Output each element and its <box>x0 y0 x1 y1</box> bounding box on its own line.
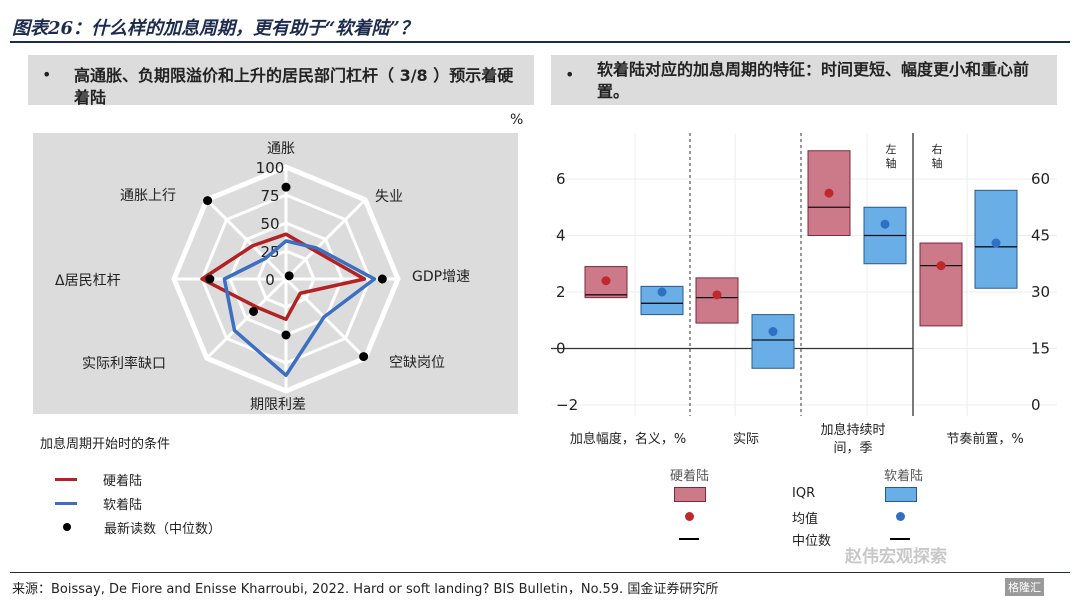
box-left-tick: 2 <box>556 283 566 301</box>
box-category-label: 加息持续时间，季 <box>820 423 886 456</box>
radar-r-tick: 50 <box>260 215 279 233</box>
box-left-tick: 4 <box>556 227 566 245</box>
box-axis-note-left: 轴 <box>886 156 897 170</box>
box-chart-panel: 6 4 2 0 −2 60 45 30 15 0 左轴右轴 <box>551 133 1057 416</box>
box-hard-iqr <box>695 277 739 324</box>
legend-hard-swatch <box>55 477 77 481</box>
right-header-text: 软着陆对应的加息周期的特征：时间更短、幅度更小和重心前置。 <box>597 60 1030 101</box>
legend-hard-label: 硬着陆 <box>103 473 143 489</box>
legend-hard-mean-dot <box>685 512 694 521</box>
right-header-bullet: • <box>565 65 575 84</box>
legend-latest-label: 最新读数（中位数） <box>104 521 222 537</box>
left-header-text: 高通胀、负期限溢价和上升的居民部门杠杆（ 3/8 ）预示着硬着陆 <box>74 66 514 107</box>
box-hard-mean <box>824 188 834 198</box>
box-category-labels: 加息幅度，名义，% 实际 加息持续时间，季 节奏前置，% <box>551 420 1057 464</box>
radar-latest-point <box>203 196 213 206</box>
radar-latest-point <box>249 306 259 316</box>
radar-latest-point <box>359 352 369 362</box>
box-right-tick: 60 <box>1031 170 1050 188</box>
radar-latest-point <box>281 330 291 340</box>
legend-soft-swatch <box>55 501 77 505</box>
legend-soft-median-line <box>890 538 910 540</box>
radar-latest-point <box>284 271 294 281</box>
left-panel-header: • 高通胀、负期限溢价和上升的居民部门杠杆（ 3/8 ）预示着硬着陆 <box>28 55 534 107</box>
box-soft-mean <box>880 219 890 229</box>
box-category-label: 节奏前置，% <box>946 432 1024 447</box>
radar-axis-label: 通胀 <box>267 141 295 157</box>
box-hard-mean <box>601 276 611 286</box>
box-soft-mean <box>768 327 778 337</box>
legend-hard-median-line <box>679 538 699 540</box>
radar-latest-point <box>377 274 387 284</box>
radar-spoke <box>284 198 367 281</box>
legend-latest-dot <box>63 523 71 531</box>
legend-soft-mean-dot <box>896 512 905 521</box>
legend-hard-landing-label: 硬着陆 <box>670 469 710 484</box>
source-rule <box>10 572 1070 573</box>
box-category-label: 实际 <box>732 432 759 447</box>
radar-latest-point <box>205 274 215 284</box>
box-soft-mean <box>991 238 1001 248</box>
box-hard-mean <box>712 290 722 300</box>
box-chart-legend: 硬着陆 软着陆 IQR 均值 中位数 <box>640 465 940 550</box>
radar-r-tick: 75 <box>260 187 279 205</box>
legend-soft-iqr-swatch <box>885 487 917 502</box>
source-note: 来源：Boissay, De Fiore and Enisse Kharroub… <box>12 582 719 597</box>
box-hard-mean <box>936 261 946 271</box>
radar-axis-label: 实际利率缺口 <box>82 356 166 372</box>
legend-mean-label: 均值 <box>792 512 819 527</box>
watermark: 赵伟宏观探索 <box>845 547 947 567</box>
legend-soft-landing-label: 软着陆 <box>884 469 924 484</box>
left-header-bullet: • <box>42 65 52 84</box>
box-soft-mean <box>657 287 667 297</box>
box-soft-iqr <box>751 314 795 369</box>
box-right-tick: 0 <box>1031 396 1041 414</box>
legend-soft-label: 软着陆 <box>103 497 143 513</box>
radar-axis-label: 期限利差 <box>250 397 306 413</box>
legend-hard-iqr-swatch <box>674 487 706 502</box>
radar-spoke <box>205 198 288 281</box>
legend-median-label: 中位数 <box>792 534 832 549</box>
left-unit-label: % <box>510 112 524 128</box>
title-rule <box>10 41 1070 43</box>
radar-latest-point <box>281 182 291 192</box>
radar-spoke <box>205 277 288 360</box>
box-left-tick: −2 <box>556 396 578 414</box>
legend-latest: 最新读数（中位数） <box>55 517 221 537</box>
figure-title: 图表26：什么样的加息周期，更有助于“软着陆”？ <box>12 18 418 39</box>
box-left-tick: 0 <box>556 340 566 358</box>
radar-axis-label: 通胀上行 <box>120 188 176 204</box>
radar-axis-label: Δ居民杠杆 <box>55 273 121 289</box>
legend-soft: 软着陆 <box>55 493 142 513</box>
left-legend-title: 加息周期开始时的条件 <box>40 437 171 452</box>
box-axis-note-left: 左 <box>886 143 897 156</box>
radar-series-hard <box>200 232 367 322</box>
radar-r-tick: 100 <box>256 159 285 177</box>
radar-axis-label: 空缺岗位 <box>389 355 445 371</box>
radar-axis-label: GDP增速 <box>412 269 471 285</box>
radar-r-tick: 0 <box>265 271 275 289</box>
radar-axis-label: 失业 <box>375 189 403 205</box>
right-panel-header: • 软着陆对应的加息周期的特征：时间更短、幅度更小和重心前置。 <box>551 55 1057 105</box>
box-right-tick: 15 <box>1031 340 1050 358</box>
radar-chart-panel: 0 25 50 75 100 <box>33 133 518 414</box>
watermark-logo: 格隆汇 <box>1005 578 1044 596</box>
box-left-tick: 6 <box>556 170 566 188</box>
legend-iqr-label: IQR <box>792 486 816 501</box>
box-hard-iqr <box>919 242 963 327</box>
radar-series-soft <box>222 239 377 378</box>
box-axis-note-right: 轴 <box>932 156 943 170</box>
box-right-tick: 45 <box>1031 227 1050 245</box>
legend-hard: 硬着陆 <box>55 469 142 489</box>
box-axis-note-right: 右 <box>932 142 943 156</box>
box-right-tick: 30 <box>1031 283 1050 301</box>
box-category-label: 加息幅度，名义，% <box>569 432 687 447</box>
